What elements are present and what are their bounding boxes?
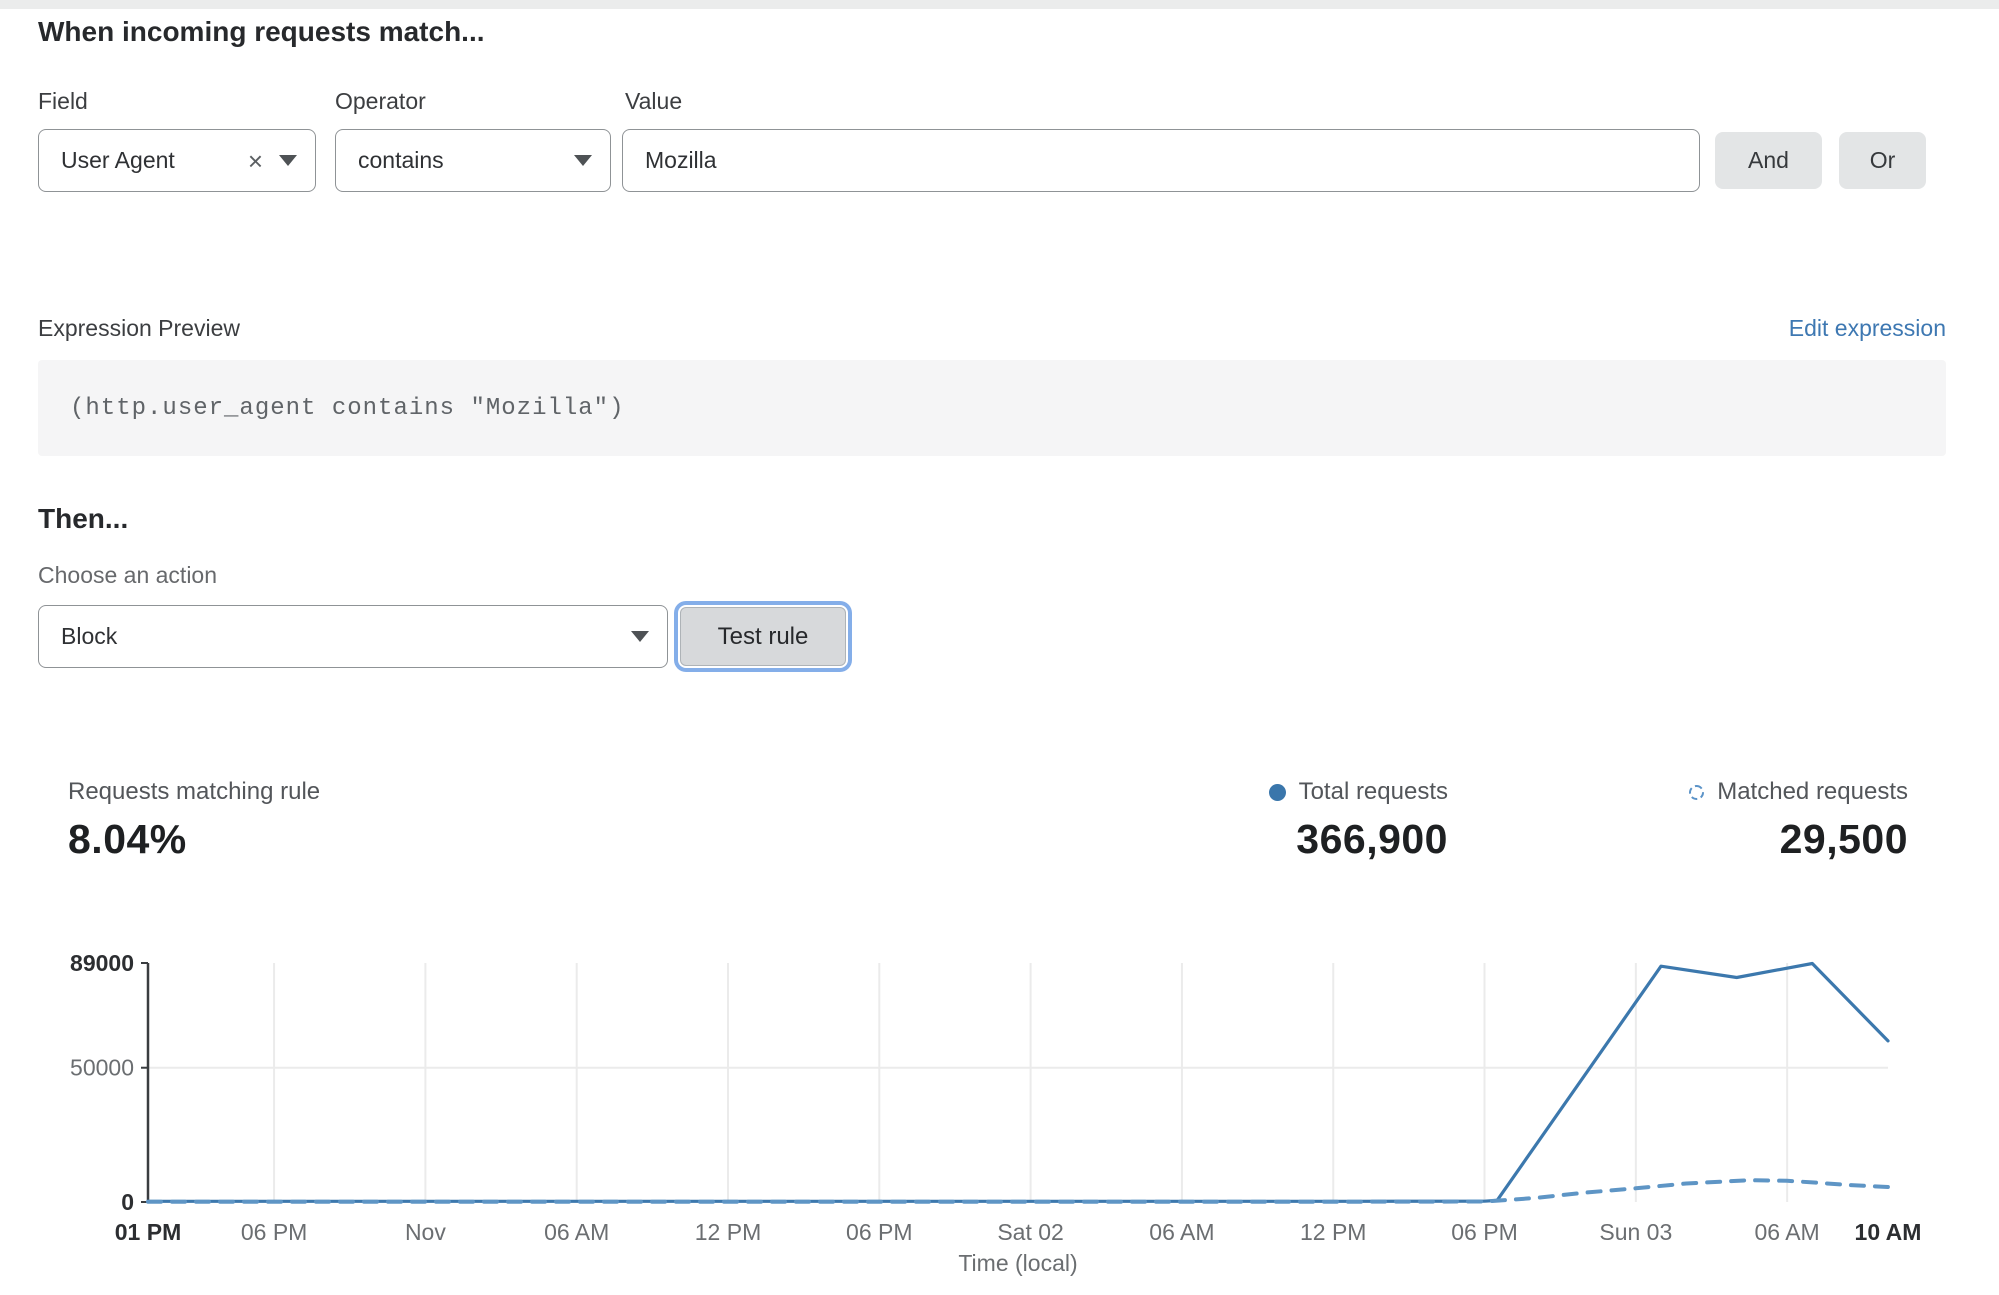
matched-requests-value: 29,500	[1779, 816, 1908, 862]
x-tick-label: 12 PM	[1300, 1219, 1366, 1245]
x-tick-label: 01 PM	[115, 1219, 181, 1245]
x-tick-label: 06 PM	[241, 1219, 307, 1245]
x-tick-label: 06 PM	[1451, 1219, 1517, 1245]
requests-time-series-chart[interactable]: 0 50000 89000 01 PM 06 PM Nov 06 AM 12 PM 06 PM S…	[0, 938, 1999, 1295]
matched-requests-label: Matched requests	[1717, 778, 1908, 805]
y-tick-label: 0	[121, 1189, 134, 1215]
y-tick-label: 50000	[70, 1055, 134, 1081]
x-tick-label: 06 AM	[544, 1219, 609, 1245]
x-tick-label: Sun 03	[1599, 1219, 1672, 1245]
field-label: Field	[38, 88, 88, 114]
action-select-value: Block	[61, 623, 118, 649]
operator-select-value: contains	[358, 147, 444, 173]
x-axis-title: Time (local)	[958, 1250, 1077, 1276]
x-tick-label: 06 AM	[1755, 1219, 1820, 1245]
test-rule-button[interactable]: Test rule	[680, 607, 846, 666]
operator-select[interactable]: contains	[335, 129, 611, 192]
value-input-text: Mozilla	[645, 147, 717, 173]
chevron-down-icon	[279, 155, 297, 166]
total-requests-legend-dot-icon	[1268, 783, 1286, 801]
x-tick-label: 10 AM	[1855, 1219, 1922, 1245]
matched-requests-legend-dashed-circle-icon	[1689, 784, 1705, 800]
value-input[interactable]: Mozilla	[622, 129, 1700, 192]
match-section-heading: When incoming requests match...	[38, 16, 485, 47]
action-select[interactable]: Block	[38, 605, 668, 668]
field-select[interactable]: User Agent ×	[38, 129, 316, 192]
x-tick-label: 06 AM	[1149, 1219, 1214, 1245]
top-edge-strip	[0, 0, 1999, 9]
y-tick-label: 89000	[70, 950, 134, 976]
choose-action-label: Choose an action	[38, 562, 218, 588]
total-requests-label: Total requests	[1298, 778, 1448, 805]
chevron-down-icon	[574, 155, 592, 166]
clear-field-icon[interactable]: ×	[247, 145, 263, 176]
edit-expression-link[interactable]: Edit expression	[1788, 315, 1946, 341]
series-total-line	[146, 961, 1890, 1203]
expression-code: (http.user_agent contains "Mozilla")	[70, 394, 625, 422]
or-button[interactable]: Or	[1839, 132, 1926, 189]
x-tick-label: 12 PM	[695, 1219, 761, 1245]
total-requests-value: 366,900	[1296, 816, 1448, 862]
series-matched-line	[146, 1178, 1890, 1204]
field-select-value: User Agent	[61, 147, 175, 173]
then-heading: Then...	[38, 503, 129, 534]
x-tick-label: Nov	[405, 1219, 446, 1245]
requests-matching-label: Requests matching rule	[68, 778, 321, 805]
operator-label: Operator	[335, 88, 426, 114]
expression-code-block: (http.user_agent contains "Mozilla")	[38, 360, 1946, 456]
requests-matching-value: 8.04%	[68, 816, 187, 862]
value-label: Value	[625, 88, 683, 114]
expression-preview-label: Expression Preview	[38, 315, 240, 341]
matched-requests-stat[interactable]: Matched requests 29,500	[1689, 778, 1908, 863]
total-requests-stat[interactable]: Total requests 366,900	[1268, 778, 1448, 863]
chart-svg: 0 50000 89000 01 PM 06 PM Nov 06 AM 12 PM 06 PM S…	[70, 950, 1922, 1276]
requests-matching-stat: Requests matching rule 8.04%	[68, 778, 320, 863]
chevron-down-icon	[631, 631, 649, 642]
and-button[interactable]: And	[1715, 132, 1822, 189]
x-tick-label: Sat 02	[997, 1219, 1064, 1245]
x-tick-label: 06 PM	[846, 1219, 912, 1245]
